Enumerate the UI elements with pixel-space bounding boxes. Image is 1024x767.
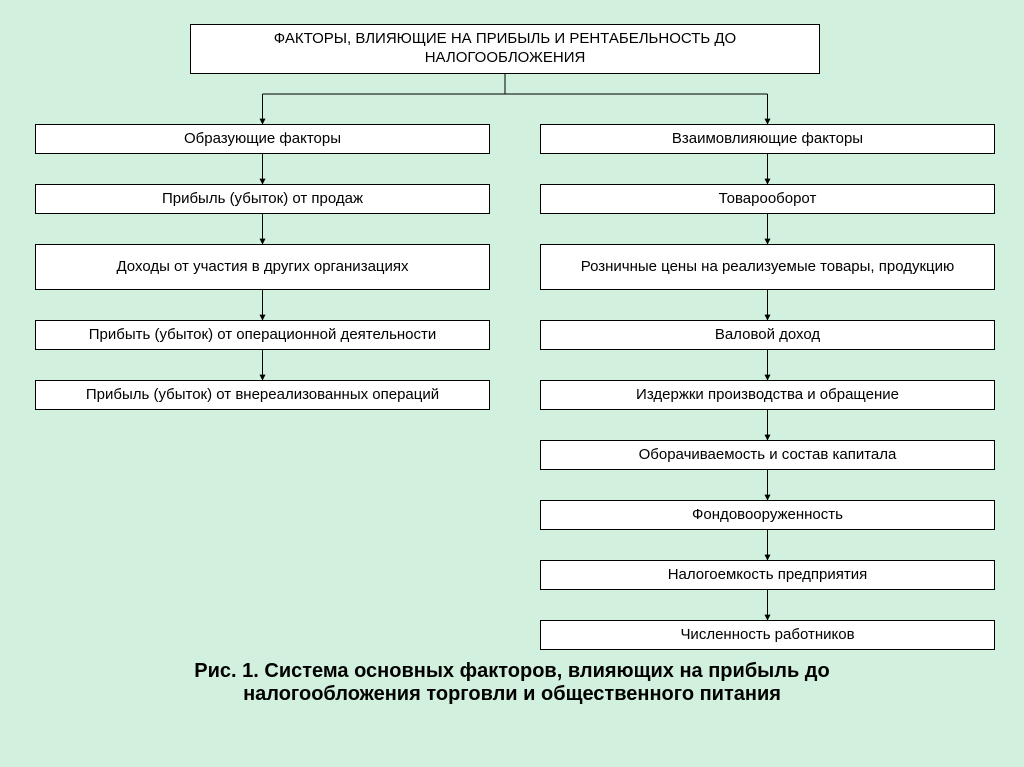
node-left-2: Доходы от участия в других организациях	[35, 244, 490, 290]
node-label: Прибыль (убыток) от внереализованных опе…	[86, 386, 439, 405]
node-right-3: Валовой доход	[540, 320, 995, 350]
node-label: Налогоемкость предприятия	[668, 566, 868, 585]
node-right-7: Налогоемкость предприятия	[540, 560, 995, 590]
node-label: Фондовооруженность	[692, 506, 843, 525]
node-right-2: Розничные цены на реализуемые товары, пр…	[540, 244, 995, 290]
node-label: Розничные цены на реализуемые товары, пр…	[581, 258, 955, 277]
figure-caption: Рис. 1. Система основных факторов, влияю…	[0, 660, 1024, 706]
node-right-8: Численность работников	[540, 620, 995, 650]
node-right-5: Оборачиваемость и состав капитала	[540, 440, 995, 470]
node-label: Оборачиваемость и состав капитала	[639, 446, 897, 465]
node-label: Прибыть (убыток) от операционной деятель…	[89, 326, 437, 345]
node-label: Взаимовлияющие факторы	[672, 130, 863, 149]
node-label: Прибыль (убыток) от продаж	[162, 190, 363, 209]
node-label: Товарооборот	[719, 190, 817, 209]
node-label: Численность работников	[680, 626, 854, 645]
node-root-label: ФАКТОРЫ, ВЛИЯЮЩИЕ НА ПРИБЫЛЬ И РЕНТАБЕЛЬ…	[199, 30, 811, 68]
node-label: Валовой доход	[715, 326, 820, 345]
node-left-4: Прибыль (убыток) от внереализованных опе…	[35, 380, 490, 410]
node-right-1: Товарооборот	[540, 184, 995, 214]
node-left-1: Прибыль (убыток) от продаж	[35, 184, 490, 214]
caption-line-1: Рис. 1. Система основных факторов, влияю…	[194, 660, 829, 682]
node-label: Доходы от участия в других организациях	[116, 258, 408, 277]
node-left-0: Образующие факторы	[35, 124, 490, 154]
node-root: ФАКТОРЫ, ВЛИЯЮЩИЕ НА ПРИБЫЛЬ И РЕНТАБЕЛЬ…	[190, 24, 820, 74]
node-label: Издержки производства и обращение	[636, 386, 899, 405]
node-label: Образующие факторы	[184, 130, 341, 149]
node-left-3: Прибыть (убыток) от операционной деятель…	[35, 320, 490, 350]
node-right-0: Взаимовлияющие факторы	[540, 124, 995, 154]
node-right-4: Издержки производства и обращение	[540, 380, 995, 410]
node-right-6: Фондовооруженность	[540, 500, 995, 530]
caption-line-2: налогообложения торговли и общественного…	[243, 683, 781, 705]
